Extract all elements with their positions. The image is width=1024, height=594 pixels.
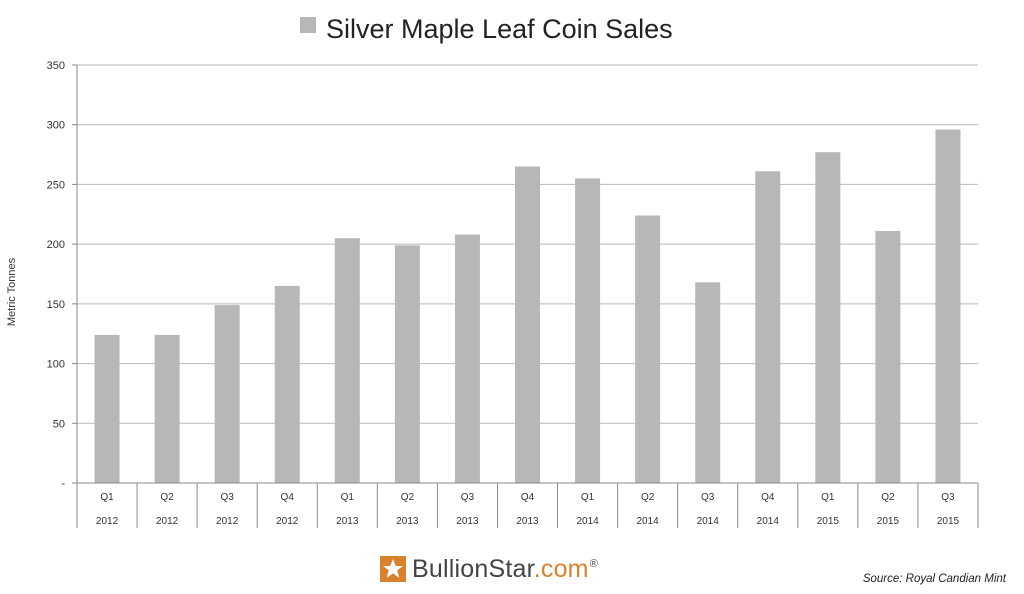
x-tick-year: 2013: [396, 516, 419, 527]
x-tick-year: 2013: [516, 516, 539, 527]
bullionstar-logo: BullionStar.com®: [380, 552, 598, 586]
y-tick-label: 50: [53, 418, 65, 430]
x-tick-year: 2015: [817, 516, 840, 527]
x-tick-quarter: Q2: [160, 492, 174, 503]
y-tick-label: 200: [47, 239, 65, 251]
x-tick-quarter: Q4: [761, 492, 775, 503]
x-tick-year: 2013: [456, 516, 479, 527]
bar: [755, 171, 781, 483]
x-tick-quarter: Q3: [941, 492, 955, 503]
x-tick-quarter: Q1: [100, 492, 114, 503]
x-tick-year: 2012: [156, 516, 179, 527]
bar: [515, 166, 540, 483]
bar: [815, 152, 841, 483]
x-tick-quarter: Q2: [641, 492, 655, 503]
bar: [334, 238, 360, 483]
bar: [935, 129, 961, 483]
x-tick-year: 2014: [576, 516, 599, 527]
bar: [635, 215, 661, 484]
y-tick-labels: - 50 100 150 200 250 300 350: [47, 60, 66, 490]
bars: [94, 129, 961, 484]
y-tick-label: 350: [47, 60, 65, 72]
bar: [94, 334, 120, 483]
x-tick-year: 2012: [276, 516, 299, 527]
logo-brand-accent: .com: [533, 554, 589, 583]
x-tick-quarter: Q3: [461, 492, 475, 503]
x-tick-quarter: Q1: [821, 492, 835, 503]
y-axis-label: Metric Tonnes: [6, 257, 18, 326]
x-tick-year: 2012: [96, 516, 119, 527]
bar: [575, 178, 601, 483]
x-tick-quarter: Q2: [401, 492, 415, 503]
y-tick-label: 300: [47, 120, 65, 132]
y-tick-label: 150: [47, 299, 65, 311]
x-tick-quarter: Q2: [881, 492, 895, 503]
y-tick-label: 250: [47, 179, 65, 191]
x-tick-quarter: Q1: [341, 492, 355, 503]
source-note: Source: Royal Candian Mint: [862, 573, 1006, 585]
bar: [454, 234, 480, 483]
x-tick-year: 2014: [637, 516, 660, 527]
legend-swatch: [300, 17, 316, 33]
y-tick-label: -: [61, 478, 65, 490]
x-tick-year: 2015: [937, 516, 960, 527]
bullionstar-star-icon: [380, 556, 406, 582]
x-tick-quarter: Q1: [581, 492, 595, 503]
x-tick-year: 2014: [757, 516, 780, 527]
logo-registered-mark: ®: [589, 558, 599, 571]
x-tick-quarter: Q4: [281, 492, 295, 503]
x-tick-quarter: Q3: [220, 492, 234, 503]
bar: [214, 305, 240, 483]
bar: [274, 285, 300, 483]
chart-title: Silver Maple Leaf Coin Sales: [326, 14, 673, 44]
bar: [154, 334, 180, 483]
x-tick-year: 2013: [336, 516, 359, 527]
bar: [875, 231, 901, 483]
x-tick-quarter: Q3: [701, 492, 715, 503]
bar: [695, 282, 721, 483]
axes: [76, 65, 979, 528]
x-tick-quarter: Q4: [521, 492, 535, 503]
x-tick-year: 2015: [877, 516, 900, 527]
x-tick-year: 2012: [216, 516, 239, 527]
x-tick-labels: Q1 2012 Q2 2012 Q3 2012 Q4 2012 Q1 2013 Q2 2013 Q3 20…: [96, 492, 960, 527]
y-tick-label: 100: [47, 359, 65, 371]
logo-brand-main: BullionStar: [412, 554, 534, 583]
x-tick-year: 2014: [697, 516, 720, 527]
bar: [394, 245, 420, 483]
